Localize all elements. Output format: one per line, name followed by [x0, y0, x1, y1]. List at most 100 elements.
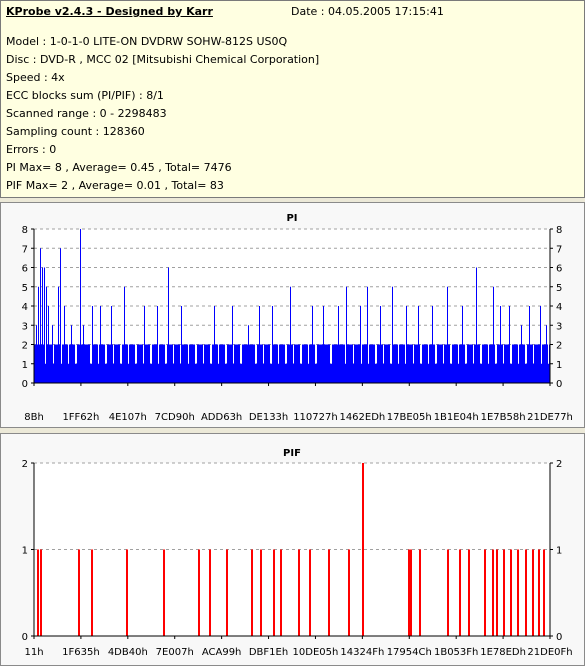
pi-spike-bar	[144, 306, 145, 383]
pi-bar	[57, 344, 58, 383]
pi-bar	[324, 344, 325, 383]
pi-bar	[264, 344, 265, 383]
pi-bar	[222, 344, 223, 383]
pi-bar	[459, 344, 460, 383]
pi-xtick-label: 110727h	[293, 412, 338, 423]
disc-info-panel: KProbe v2.4.3 - Designed by Karr Date : …	[0, 0, 585, 198]
pi-bar	[397, 344, 398, 383]
pi-bar	[463, 344, 464, 383]
pi-bar	[519, 344, 520, 383]
pif-xtick-label: 21DE0Fh	[527, 647, 572, 658]
pi-bar	[374, 344, 375, 383]
pi-bar	[349, 344, 350, 383]
pi-bar	[243, 344, 244, 383]
pi-bar	[363, 344, 364, 383]
pi-bar	[271, 363, 272, 383]
pi-bar	[51, 344, 52, 383]
pi-spike-bar	[111, 306, 112, 383]
pi-bar	[381, 344, 382, 383]
pif-xtick-label: 14324Fh	[340, 647, 384, 658]
pi-bar	[487, 344, 488, 383]
pi-bar	[435, 363, 436, 383]
pi-bar	[417, 344, 418, 383]
pi-bar	[485, 344, 486, 383]
pi-bar	[336, 344, 337, 383]
pi-bar	[82, 344, 83, 383]
pi-bar	[411, 344, 412, 383]
pi-bar	[54, 344, 55, 383]
pi-bar	[491, 344, 492, 383]
pi-bar	[205, 344, 206, 383]
pi-bar	[282, 344, 283, 383]
pi-bar	[50, 344, 51, 383]
pi-bar	[226, 363, 227, 383]
pi-bar	[511, 363, 512, 383]
pi-bar	[506, 344, 507, 383]
scan-date: Date : 04.05.2005 17:15:41	[291, 5, 444, 18]
pi-bar	[260, 344, 261, 383]
pi-bar	[313, 344, 314, 383]
pi-bar	[369, 344, 370, 383]
pi-bar	[386, 344, 387, 383]
pi-bar	[129, 344, 130, 383]
pi-bar	[328, 344, 329, 383]
pi-bar	[191, 344, 192, 383]
pi-spike-bar	[367, 286, 368, 383]
pi-bar	[56, 344, 57, 383]
pi-bar	[520, 344, 521, 383]
pi-bar	[492, 344, 493, 383]
info-line-sampling-count: Sampling count : 128360	[6, 125, 145, 138]
pi-bar	[419, 344, 420, 383]
pif-bar	[492, 549, 494, 636]
pi-bar	[78, 344, 79, 383]
pi-bar	[252, 344, 253, 383]
pi-bar	[133, 344, 134, 383]
pi-bar	[107, 344, 108, 383]
pi-spike-bar	[493, 286, 494, 383]
pi-bar	[498, 344, 499, 383]
pif-bar	[348, 549, 350, 636]
pi-bar	[91, 363, 92, 383]
pi-bar	[507, 344, 508, 383]
pif-bar	[496, 549, 498, 636]
pif-xtick-label: 17954Ch	[387, 647, 432, 658]
pi-bar	[196, 363, 197, 383]
pi-spike-bar	[83, 325, 84, 383]
pi-bar	[373, 344, 374, 383]
pi-bar	[261, 344, 262, 383]
pi-bar	[143, 363, 144, 383]
pi-bar	[266, 344, 267, 383]
pif-bar	[362, 463, 364, 636]
pi-bar	[169, 344, 170, 383]
pi-bar	[149, 344, 150, 383]
pi-bar	[429, 344, 430, 383]
pi-bar	[364, 344, 365, 383]
pi-bar	[317, 344, 318, 383]
pi-bar	[433, 344, 434, 383]
pi-bar	[486, 344, 487, 383]
pi-bar	[145, 344, 146, 383]
pi-bar	[515, 344, 516, 383]
pi-bar	[548, 363, 549, 383]
pi-bar	[212, 344, 213, 383]
pi-chart-title: PI	[286, 213, 297, 224]
pi-bar	[525, 363, 526, 383]
pi-bar	[135, 363, 136, 383]
pi-ytick-label-left: 6	[22, 264, 28, 275]
pi-bar	[517, 344, 518, 383]
pi-spike-bar	[406, 306, 407, 383]
pi-spike-bar	[392, 286, 393, 383]
pi-bar	[541, 363, 542, 383]
pi-bar	[128, 363, 129, 383]
pi-bar	[255, 363, 256, 383]
pi-bar	[167, 344, 168, 383]
pif-bar	[163, 549, 165, 636]
pi-spike-bar	[290, 286, 291, 383]
pi-bar	[219, 344, 220, 383]
pi-bar	[502, 344, 503, 383]
pi-bar	[269, 344, 270, 383]
pi-bar	[139, 344, 140, 383]
pi-bar	[113, 363, 114, 383]
pi-bar	[131, 344, 132, 383]
pi-bar	[362, 344, 363, 383]
